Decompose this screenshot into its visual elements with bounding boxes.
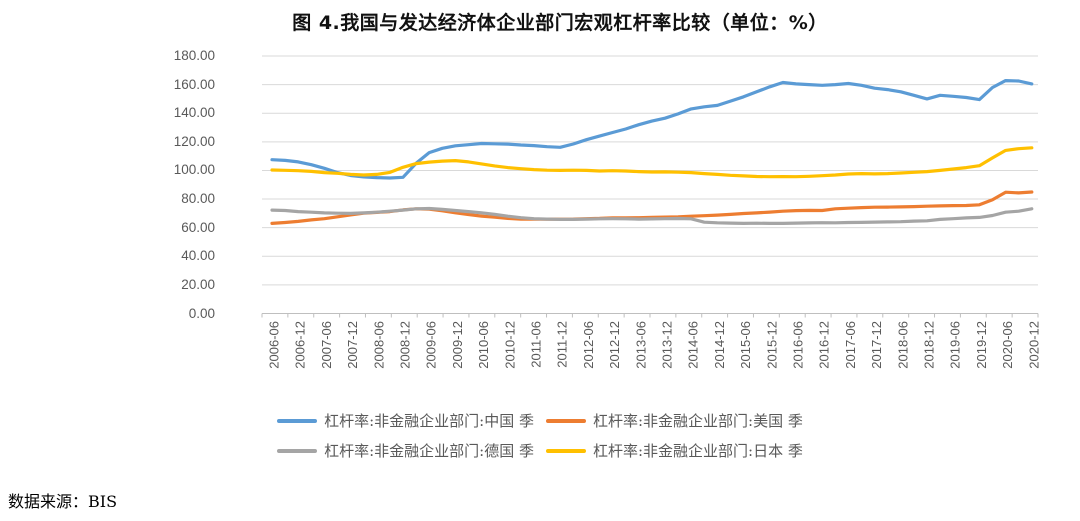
x-tick-label: 2017-06 <box>843 321 858 369</box>
x-tick-label: 2012-06 <box>581 321 596 369</box>
legend-label-china: 杠杆率:非金融企业部门:中国 季 <box>324 412 534 430</box>
legend-item-japan: 杠杆率:非金融企业部门:日本 季 <box>546 440 803 461</box>
series-line-china <box>270 78 1034 180</box>
legend-swatch-usa <box>546 418 586 423</box>
y-tick-label: 60.00 <box>181 219 215 235</box>
x-tick-label: 2020-06 <box>1000 321 1015 369</box>
x-tick-label: 2010-12 <box>502 321 517 369</box>
chart-plot: 2006-06 2006-12 2007-06 2007-12 2008-06 2008-… <box>261 55 1042 369</box>
y-tick-label: 0.00 <box>188 305 215 321</box>
y-axis-labels: 180.00 160.00 140.00 120.00 100.00 80.00 60.00… <box>115 0 215 330</box>
x-tick-label: 2011-12 <box>555 321 570 368</box>
x-tick-label: 2017-12 <box>869 321 884 369</box>
x-tick-label: 2006-12 <box>293 321 308 369</box>
x-tick-label: 2019-12 <box>974 321 989 369</box>
y-tick-label: 120.00 <box>173 133 215 149</box>
x-tick-label: 2016-12 <box>817 321 832 369</box>
x-tick-label: 2012-12 <box>607 321 622 369</box>
y-tick-label: 160.00 <box>173 76 215 92</box>
x-tick-label: 2015-06 <box>738 321 753 369</box>
chart-title: 图 4.我国与发达经济体企业部门宏观杠杆率比较（单位：%） <box>292 12 828 34</box>
legend-item-germany: 杠杆率:非金融企业部门:德国 季 <box>277 440 534 461</box>
legend-label-japan: 杠杆率:非金融企业部门:日本 季 <box>593 442 803 460</box>
chart-legend: 杠杆率:非金融企业部门:中国 季杠杆率:非金融企业部门:美国 季杠杆率:非金融企… <box>180 410 900 461</box>
x-tick-label: 2007-06 <box>319 321 334 369</box>
x-tick-label: 2009-12 <box>450 321 465 369</box>
legend-swatch-china <box>277 418 318 423</box>
legend-label-germany: 杠杆率:非金融企业部门:德国 季 <box>324 442 534 460</box>
x-tick-label: 2015-12 <box>764 321 779 369</box>
x-tick-label: 2013-06 <box>633 321 648 369</box>
source-note: 数据来源：BIS <box>8 492 118 511</box>
legend-swatch-germany <box>277 448 318 453</box>
x-tick-label: 2006-06 <box>267 321 282 369</box>
x-tick-label: 2008-12 <box>398 321 413 369</box>
x-tick-label: 2011-06 <box>529 321 544 368</box>
y-tick-label: 40.00 <box>181 248 215 264</box>
x-tick-label: 2013-12 <box>660 321 675 369</box>
gridlines <box>262 55 1038 314</box>
x-tick-label: 2014-06 <box>686 321 701 369</box>
legend-swatch-japan <box>546 448 586 453</box>
x-tick-label: 2018-06 <box>895 321 910 369</box>
y-tick-label: 140.00 <box>173 105 215 121</box>
x-tick-label: 2009-06 <box>424 321 439 369</box>
y-tick-label: 20.00 <box>181 276 215 292</box>
x-axis-ticks <box>261 313 1039 318</box>
x-tick-label: 2016-06 <box>791 321 806 369</box>
x-tick-label: 2014-12 <box>712 321 727 369</box>
x-tick-label: 2007-12 <box>345 321 360 369</box>
legend-item-china: 杠杆率:非金融企业部门:中国 季 <box>277 410 534 431</box>
legend-label-usa: 杠杆率:非金融企业部门:美国 季 <box>593 412 803 430</box>
x-tick-label: 2019-06 <box>948 321 963 369</box>
x-tick-label: 2018-12 <box>922 321 937 369</box>
x-tick-label: 2010-06 <box>476 321 491 369</box>
y-tick-label: 180.00 <box>173 48 215 63</box>
x-axis-labels: 2006-06 2006-12 2007-06 2007-12 2008-06 2008-… <box>267 321 1042 369</box>
x-tick-label: 2020-12 <box>1026 321 1041 369</box>
x-tick-label: 2008-06 <box>371 321 386 369</box>
y-tick-label: 100.00 <box>173 162 215 178</box>
y-tick-label: 80.00 <box>181 191 215 207</box>
series-line-japan <box>270 146 1034 179</box>
legend-item-usa: 杠杆率:非金融企业部门:美国 季 <box>546 410 803 431</box>
series-line-germany <box>270 206 1034 225</box>
